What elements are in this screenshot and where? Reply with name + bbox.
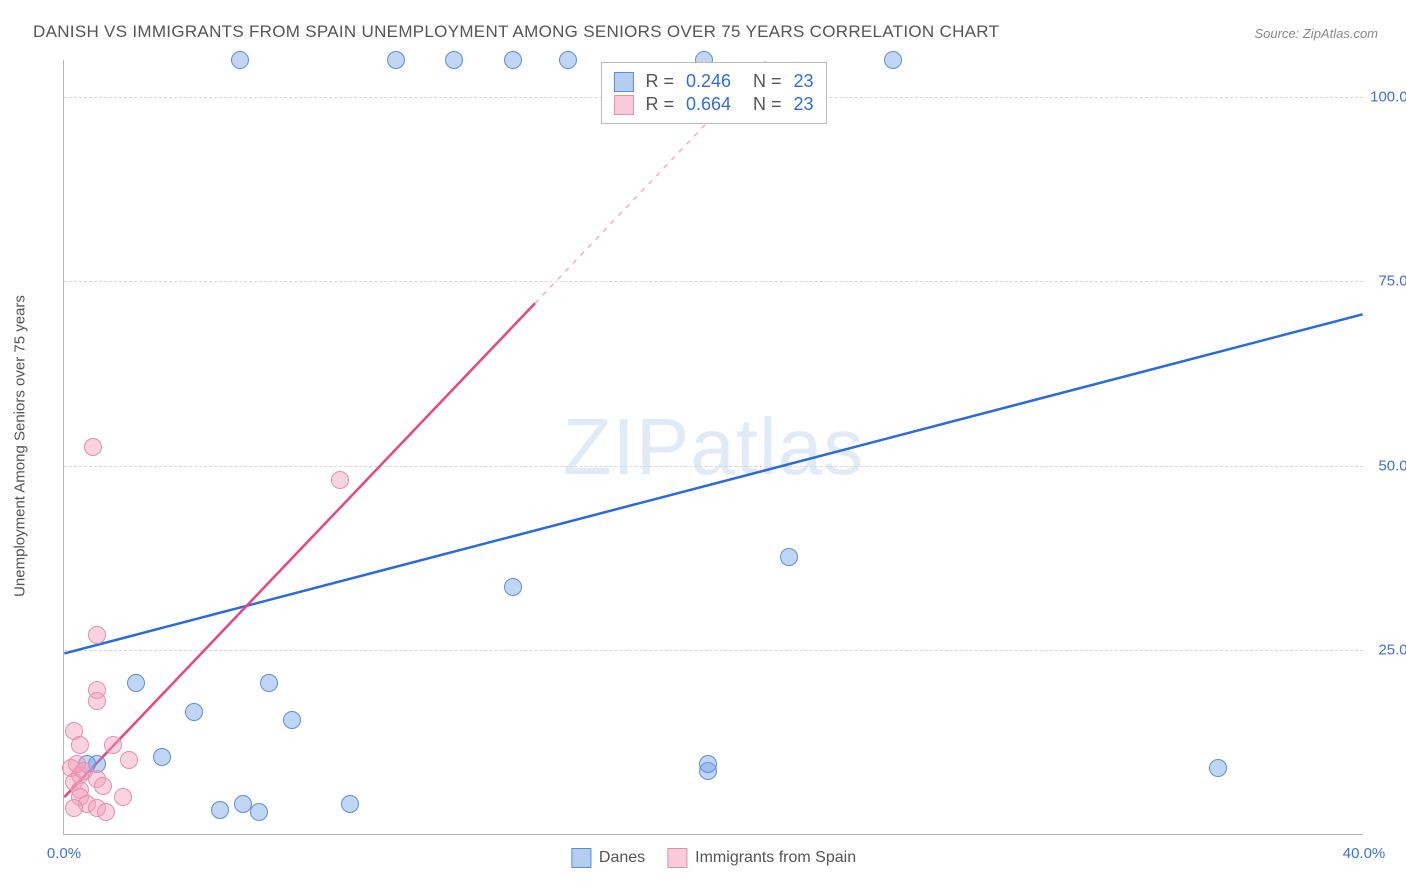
scatter-point-danes xyxy=(504,578,522,596)
n-value-spain: 23 xyxy=(794,94,814,115)
scatter-point-immigrants-from-spain xyxy=(88,626,106,644)
scatter-point-danes xyxy=(250,803,268,821)
scatter-point-danes xyxy=(780,548,798,566)
source-label: Source: ZipAtlas.com xyxy=(1254,26,1378,41)
legend-item-spain: Immigrants from Spain xyxy=(667,848,856,868)
r-value-danes: 0.246 xyxy=(686,71,731,92)
scatter-point-immigrants-from-spain xyxy=(65,799,83,817)
chart-title: DANISH VS IMMIGRANTS FROM SPAIN UNEMPLOY… xyxy=(33,22,999,42)
scatter-point-danes xyxy=(185,703,203,721)
y-tick-label: 75.0% xyxy=(1378,273,1406,290)
scatter-point-danes xyxy=(504,51,522,69)
scatter-point-danes xyxy=(153,748,171,766)
legend-item-danes: Danes xyxy=(571,848,645,868)
scatter-point-danes xyxy=(699,755,717,773)
x-tick-label: 0.0% xyxy=(47,845,81,862)
watermark-bold: ZIP xyxy=(563,402,690,491)
scatter-point-immigrants-from-spain xyxy=(97,803,115,821)
swatch-pink-icon xyxy=(613,95,633,115)
scatter-point-immigrants-from-spain xyxy=(331,471,349,489)
scatter-point-danes xyxy=(211,801,229,819)
scatter-point-danes xyxy=(127,674,145,692)
scatter-point-danes xyxy=(1209,759,1227,777)
scatter-point-danes xyxy=(387,51,405,69)
swatch-blue-icon xyxy=(613,72,633,92)
legend-label-spain: Immigrants from Spain xyxy=(695,849,856,867)
scatter-point-danes xyxy=(884,51,902,69)
scatter-point-immigrants-from-spain xyxy=(88,692,106,710)
scatter-point-immigrants-from-spain xyxy=(104,736,122,754)
n-value-danes: 23 xyxy=(794,71,814,92)
scatter-point-immigrants-from-spain xyxy=(114,788,132,806)
gridline xyxy=(64,650,1363,651)
y-tick-label: 100.0% xyxy=(1370,88,1406,105)
scatter-point-immigrants-from-spain xyxy=(94,777,112,795)
x-tick-label: 40.0% xyxy=(1343,845,1386,862)
y-tick-label: 25.0% xyxy=(1378,642,1406,659)
y-axis-title: Unemployment Among Seniors over 75 years xyxy=(12,295,29,597)
scatter-point-immigrants-from-spain xyxy=(71,736,89,754)
swatch-pink-icon xyxy=(667,848,687,868)
swatch-blue-icon xyxy=(571,848,591,868)
legend-label-danes: Danes xyxy=(599,849,645,867)
scatter-point-immigrants-from-spain xyxy=(120,751,138,769)
bottom-legend: Danes Immigrants from Spain xyxy=(571,848,856,868)
chart-plot-area: ZIPatlas R = 0.246 N = 23 R = 0.664 N = … xyxy=(63,60,1363,835)
gridline xyxy=(64,466,1363,467)
stats-row-danes: R = 0.246 N = 23 xyxy=(613,71,813,92)
scatter-point-danes xyxy=(260,674,278,692)
watermark: ZIPatlas xyxy=(563,401,864,493)
watermark-thin: atlas xyxy=(690,402,864,491)
scatter-point-danes xyxy=(559,51,577,69)
scatter-point-danes xyxy=(231,51,249,69)
correlation-stats-box: R = 0.246 N = 23 R = 0.664 N = 23 xyxy=(600,62,826,124)
gridline xyxy=(64,281,1363,282)
scatter-point-danes xyxy=(283,711,301,729)
trend-lines xyxy=(64,60,1363,834)
r-value-spain: 0.664 xyxy=(686,94,731,115)
scatter-point-immigrants-from-spain xyxy=(84,438,102,456)
stats-row-spain: R = 0.664 N = 23 xyxy=(613,94,813,115)
trend-line-danes xyxy=(64,314,1362,653)
scatter-point-danes xyxy=(341,795,359,813)
scatter-point-danes xyxy=(445,51,463,69)
y-tick-label: 50.0% xyxy=(1378,457,1406,474)
